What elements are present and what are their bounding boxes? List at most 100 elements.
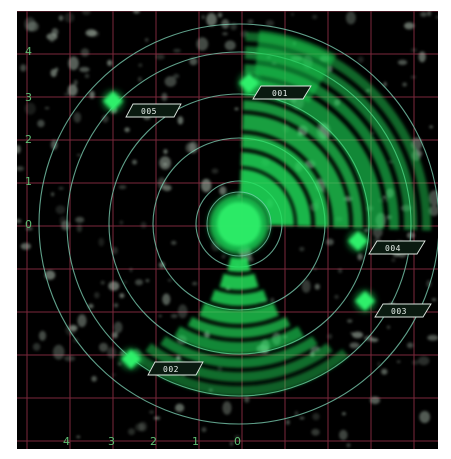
clutter-speck: [157, 177, 166, 190]
clutter-speck: [173, 73, 180, 79]
clutter-speck: [171, 240, 177, 245]
clutter-speck: [98, 237, 105, 247]
x-axis-labels: 4 3 2 1 0: [63, 435, 241, 448]
clutter-speck: [140, 221, 147, 229]
clutter-speck: [314, 283, 320, 290]
clutter-speck: [419, 410, 431, 424]
clutter-speck: [79, 66, 90, 73]
clutter-speck: [352, 331, 364, 339]
clutter-speck: [51, 192, 55, 197]
clutter-speck: [20, 64, 27, 72]
clutter-speck: [155, 54, 165, 60]
clutter-speck: [364, 228, 369, 232]
echo-band: [244, 64, 399, 230]
clutter-speck: [37, 119, 45, 128]
clutter-speck: [124, 127, 130, 133]
clutter-speck: [177, 304, 188, 319]
target-tag-005[interactable]: 005: [125, 103, 182, 118]
clutter-speck: [313, 267, 317, 271]
y-axis-label: 2: [25, 133, 32, 146]
clutter-speck: [219, 186, 227, 196]
clutter-speck: [418, 356, 430, 366]
target-001-marker[interactable]: [238, 72, 260, 94]
target-tag-001[interactable]: 001: [252, 85, 312, 100]
clutter-speck: [123, 280, 128, 284]
clutter-speck: [350, 332, 354, 335]
y-axis-label: 1: [25, 175, 32, 188]
clutter-speck: [44, 270, 56, 280]
clutter-speck: [301, 279, 311, 293]
clutter-speck: [221, 19, 230, 29]
clutter-speck: [145, 279, 150, 283]
clutter-speck: [410, 48, 418, 53]
clutter-speck: [153, 416, 161, 420]
echo-band: [244, 46, 418, 231]
clutter-speck: [164, 76, 177, 87]
echo-band: [160, 336, 318, 368]
clutter-speck: [161, 92, 168, 102]
echo-band: [174, 326, 304, 354]
target-tag-label: 005: [141, 107, 157, 116]
clutter-speck: [396, 360, 401, 363]
clutter-speck: [234, 435, 240, 439]
target-tag-002[interactable]: 002: [147, 361, 204, 376]
clutter-speck: [418, 51, 426, 63]
clutter-speck: [133, 11, 140, 14]
echo-band: [242, 100, 363, 229]
target-tag-004[interactable]: 004: [368, 240, 426, 255]
clutter-speck: [112, 331, 118, 339]
clutter-speck: [77, 314, 87, 328]
clutter-speck: [312, 14, 318, 20]
clutter-speck: [428, 190, 438, 206]
clutter-speck: [338, 268, 343, 274]
target-002-marker[interactable]: [120, 348, 142, 370]
clutter-speck: [428, 205, 438, 217]
target-003-marker[interactable]: [354, 290, 376, 312]
clutter-speck: [68, 56, 79, 71]
clutter-speck: [391, 258, 396, 262]
clutter-speck: [270, 297, 275, 303]
target-004-marker[interactable]: [347, 230, 369, 252]
clutter-speck: [265, 20, 275, 27]
clutter-speck: [26, 21, 39, 32]
clutter-speck: [370, 132, 374, 135]
clutter-speck: [435, 15, 438, 19]
x-axis-label: 3: [108, 435, 115, 448]
echo-band: [129, 348, 349, 396]
clutter-speck: [299, 246, 305, 252]
target-tag-003[interactable]: 003: [374, 303, 432, 318]
clutter-speck: [32, 343, 41, 351]
clutter-speck: [345, 11, 356, 25]
clutter-speck: [99, 342, 108, 352]
clutter-speck: [84, 73, 90, 79]
clutter-speck: [217, 12, 223, 18]
clutter-speck: [55, 67, 59, 72]
y-axis-label: 0: [25, 218, 32, 231]
clutter-speck: [75, 216, 85, 223]
clutter-speck: [221, 254, 226, 259]
clutter-speck: [381, 368, 388, 375]
radar-scope: 4 3 2 1 0 4 3 2 1 0 001 005 004: [17, 11, 438, 449]
clutter-speck: [286, 419, 290, 425]
radar-display: 4 3 2 1 0 4 3 2 1 0 001 005 004: [17, 11, 438, 449]
clutter-speck: [69, 324, 78, 332]
clutter-speck: [20, 242, 31, 250]
clutter-speck: [135, 423, 145, 432]
target-tags: 001 005 004 003 002: [125, 85, 432, 376]
clutter-speck: [80, 48, 90, 57]
target-005-marker[interactable]: [102, 90, 124, 112]
clutter-speck: [159, 156, 172, 170]
clutter-speck: [50, 69, 57, 77]
clutter-speck: [334, 294, 339, 299]
clutter-speck: [108, 281, 120, 291]
clutter-speck: [128, 428, 135, 436]
target-tag-label: 003: [391, 307, 407, 316]
clutter-speck: [420, 11, 427, 17]
y-axis-label: 3: [25, 91, 32, 104]
clutter-speck: [201, 178, 212, 193]
clutter-speck: [91, 375, 97, 382]
clutter-speck: [67, 84, 78, 97]
y-axis-label: 4: [25, 45, 32, 58]
clutter-speck: [327, 333, 333, 340]
center-return: [206, 191, 272, 257]
